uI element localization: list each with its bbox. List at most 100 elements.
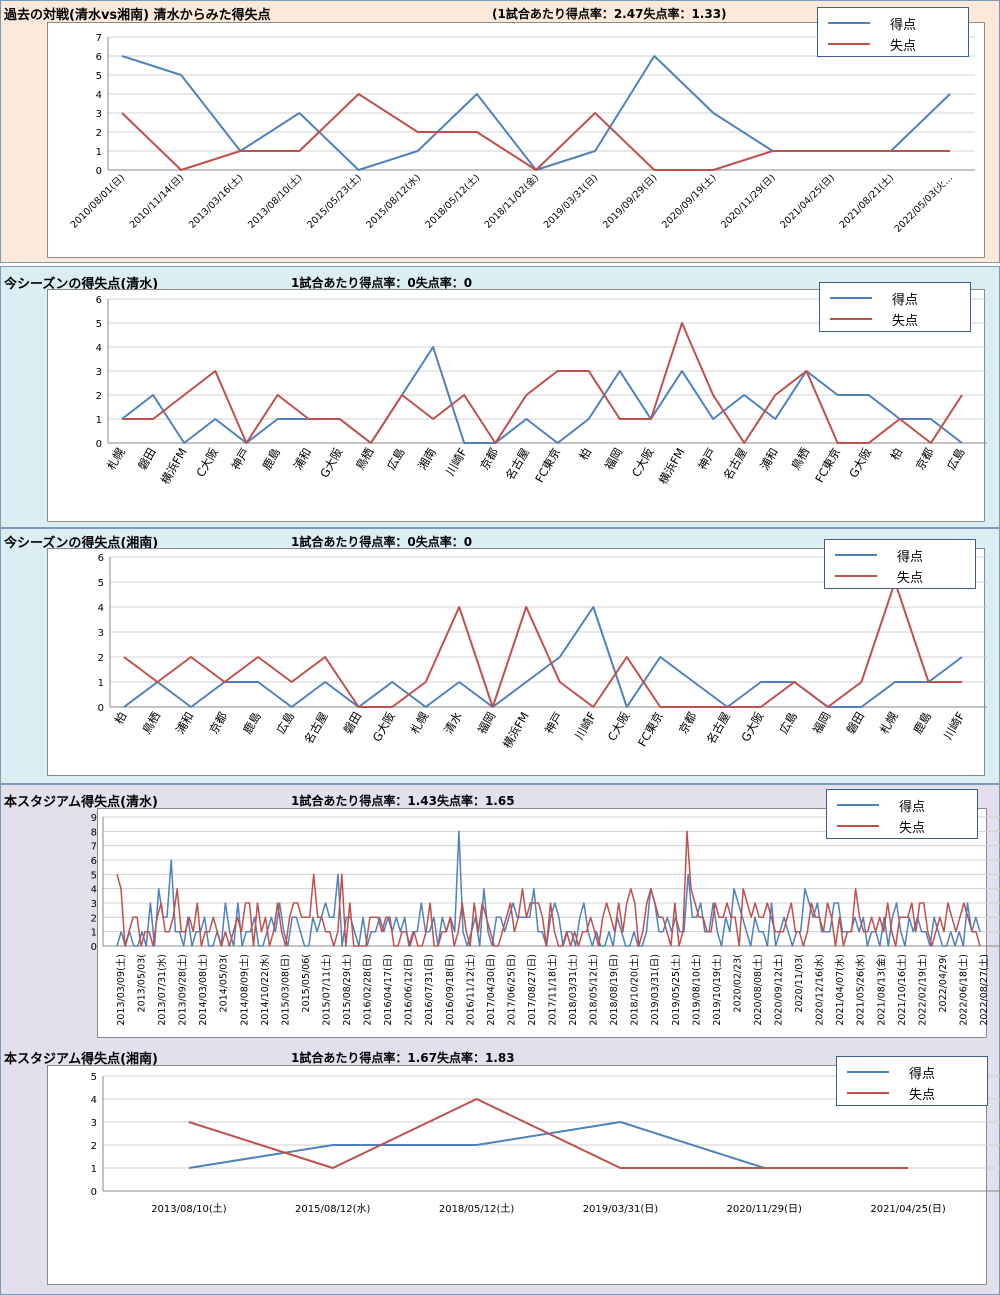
legend-conceded-label: 失点 xyxy=(890,39,917,54)
panel-shimizu-season-stat: 1試合あたり得点率：0失点率：0 xyxy=(291,276,473,290)
x-tick-label: 2013/05/03( xyxy=(137,954,148,1012)
x-tick-label: 2019/08/10(土) xyxy=(690,954,702,1026)
x-tick-label: 名古屋 xyxy=(503,446,532,483)
x-tick-label: 鳥栖 xyxy=(139,710,163,737)
legend-scored-label: 得点 xyxy=(890,18,917,33)
y-tick-label: 5 xyxy=(96,71,102,82)
y-tick-label: 2 xyxy=(91,1141,97,1152)
series-line-conceded xyxy=(123,581,962,708)
x-tick-label: 2018/10/20(土) xyxy=(629,954,641,1026)
y-tick-label: 1 xyxy=(91,928,97,939)
x-tick-label: 2016/02/28(日) xyxy=(363,954,374,1026)
series-line-conceded xyxy=(122,322,963,444)
x-tick-label: 磐田 xyxy=(341,710,365,737)
x-tick-label: 2014/03/08(土) xyxy=(197,954,209,1026)
x-tick-label: 広島 xyxy=(274,710,298,737)
x-tick-label: 福岡 xyxy=(602,446,626,473)
x-tick-label: 2020/11/29(日) xyxy=(727,1204,803,1215)
panel-shimizu-stadium-stat: 1試合あたり得点率：1.43失点率：1.65 xyxy=(291,794,515,808)
y-tick-label: 3 xyxy=(96,367,102,378)
legend-scored-label: 得点 xyxy=(892,293,919,308)
x-tick-label: 福岡 xyxy=(475,710,499,737)
x-tick-label: 清水 xyxy=(441,709,465,736)
x-tick-label: 2019/03/31(日) xyxy=(542,172,600,230)
x-tick-label: 2015/03/08(日) xyxy=(280,954,291,1026)
panel-history-stat: (1試合あたり得点率：2.47失点率：1.33) xyxy=(492,7,727,21)
x-tick-label: G大阪 xyxy=(738,709,766,744)
x-tick-label: C大阪 xyxy=(193,445,221,479)
y-tick-label: 5 xyxy=(91,870,97,881)
x-tick-label: 札幌 xyxy=(877,709,901,736)
y-tick-label: 6 xyxy=(98,553,104,564)
x-tick-label: 広島 xyxy=(944,446,968,473)
legend-shonan-stadium: 得点 失点 xyxy=(836,1056,988,1106)
legend-scored-swatch xyxy=(847,1071,889,1073)
y-tick-label: 3 xyxy=(98,628,104,639)
x-tick-label: 2015/08/12(水) xyxy=(364,172,423,231)
y-tick-label: 4 xyxy=(91,1095,97,1106)
x-tick-label: 鹿島 xyxy=(240,710,264,737)
y-tick-label: 0 xyxy=(96,439,102,450)
x-tick-label: 神戸 xyxy=(695,446,719,473)
y-tick-label: 4 xyxy=(91,885,97,896)
x-tick-label: 2016/04/17(日) xyxy=(383,954,394,1026)
x-tick-label: 浦和 xyxy=(291,446,315,473)
y-tick-label: 7 xyxy=(96,33,102,44)
x-tick-label: 横浜FM xyxy=(158,446,190,487)
x-tick-label: 2022/05/03(火… xyxy=(893,172,956,235)
panel-shonan-stadium-stat: 1試合あたり得点率：1.67失点率：1.83 xyxy=(291,1051,515,1065)
legend-conceded-swatch xyxy=(847,1092,889,1094)
x-tick-label: 2020/11/03( xyxy=(794,954,805,1012)
legend-conceded-label: 失点 xyxy=(899,821,926,836)
legend-conceded-swatch xyxy=(830,318,872,320)
series-line-conceded xyxy=(188,1098,909,1169)
chart-shonan-stadium: 0 1 2 3 4 5 2013/08/10(土) 2015/08/12(水) 2018/05/… xyxy=(91,1072,1000,1215)
y-tick-label: 5 xyxy=(91,1072,97,1083)
x-tick-label: 2022/06/18(土) xyxy=(957,954,969,1026)
legend-shimizu-stadium: 得点 失点 xyxy=(826,789,978,839)
x-tick-label: 2021/05/26(水) xyxy=(855,954,867,1026)
series-line-conceded xyxy=(121,93,950,171)
x-tick-label: 川崎F xyxy=(443,446,470,479)
x-tick-label: 2018/08/19(日) xyxy=(609,954,620,1026)
y-tick-label: 1 xyxy=(96,147,102,158)
legend-scored-swatch xyxy=(830,297,872,299)
y-tick-label: 1 xyxy=(98,678,104,689)
x-tick-label: 2021/04/07(水) xyxy=(834,954,846,1026)
x-tick-label: 京都 xyxy=(207,709,231,736)
y-tick-label: 0 xyxy=(91,942,97,953)
x-tick-label: 柏 xyxy=(112,710,130,727)
panel-shonan-stadium-title: 本スタジアム得失点(湘南) xyxy=(4,1052,158,1067)
x-tick-label: 横浜FM xyxy=(656,446,688,487)
x-tick-label: 鹿島 xyxy=(260,446,284,473)
legend-conceded-swatch xyxy=(828,43,870,45)
legend-scored-label: 得点 xyxy=(909,1067,936,1082)
x-tick-label: 柏 xyxy=(576,446,594,463)
y-tick-label: 2 xyxy=(96,128,102,139)
legend-conceded-label: 失点 xyxy=(892,314,919,329)
legend-scored-swatch xyxy=(835,554,877,556)
x-tick-label: 2013/07/31(水) xyxy=(156,954,168,1026)
x-tick-label: 広島 xyxy=(384,446,408,473)
x-tick-label: 柏 xyxy=(888,446,906,463)
x-tick-label: FC東京 xyxy=(812,446,843,486)
series-line-scored xyxy=(121,346,963,444)
legend-history: 得点 失点 xyxy=(817,7,969,57)
x-tick-label: 2010/11/14(日) xyxy=(128,172,186,230)
panel-shimizu-season-title: 今シーズンの得失点(清水) xyxy=(4,277,159,292)
x-tick-label: 2017/06/25(日) xyxy=(506,954,517,1026)
panel-shimizu-stadium-title: 本スタジアム得失点(清水) xyxy=(4,795,158,810)
x-tick-label: 2021/10/16(土) xyxy=(896,954,908,1026)
x-tick-label: 鳥栖 xyxy=(788,446,812,473)
y-tick-label: 3 xyxy=(96,109,102,120)
x-tick-label: 浦和 xyxy=(757,446,781,473)
x-tick-label: 磐田 xyxy=(135,446,159,473)
x-tick-label: 2019/10/19(土) xyxy=(711,954,723,1026)
x-tick-label: 2017/08/27(日) xyxy=(527,954,538,1026)
x-tick-label: 2021/08/13(金) xyxy=(875,954,887,1026)
x-tick-label: 2018/05/12(土) xyxy=(588,954,600,1026)
legend-shimizu-season: 得点 失点 xyxy=(819,282,971,332)
y-tick-label: 5 xyxy=(98,578,104,589)
